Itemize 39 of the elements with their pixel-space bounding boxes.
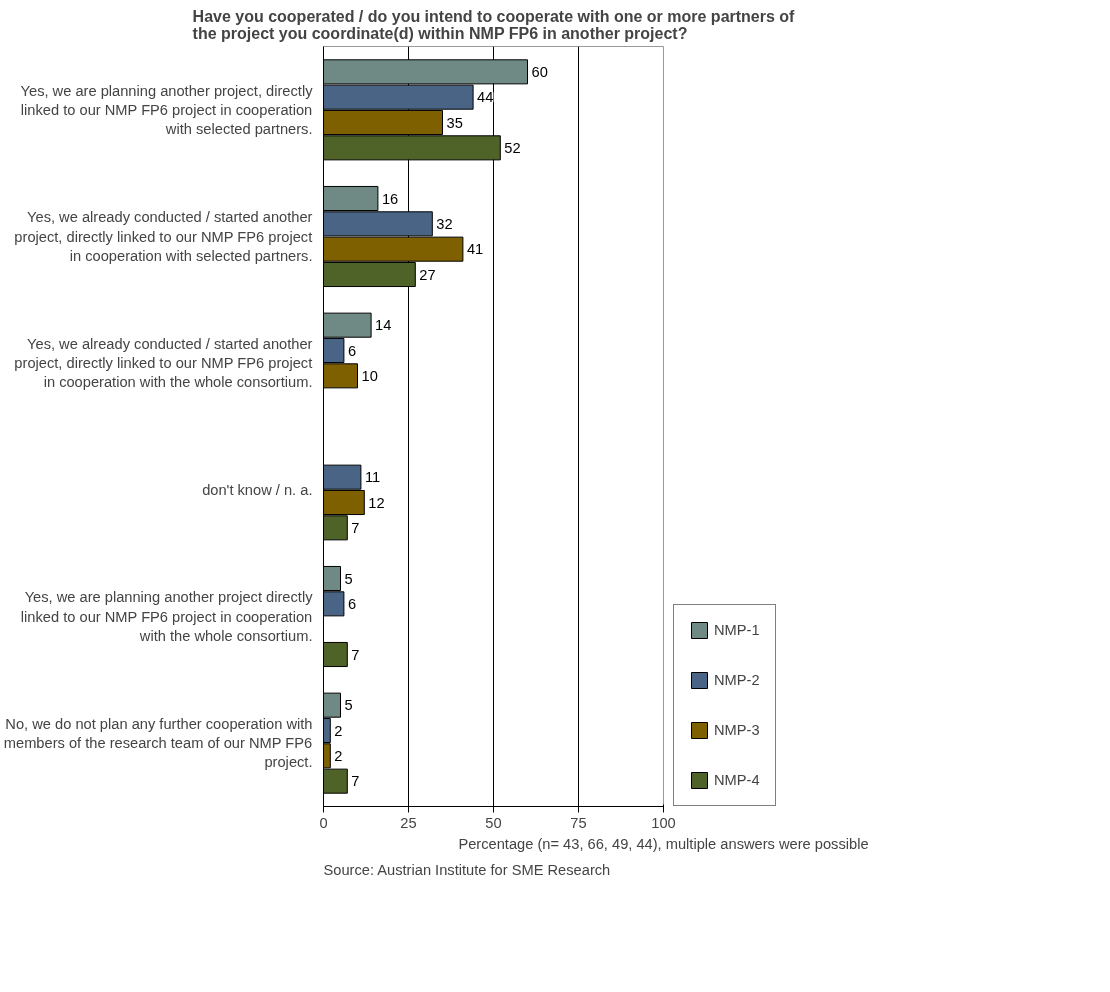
data-label: 12: [368, 494, 385, 511]
legend-label: NMP-3: [714, 722, 760, 738]
x-tick-label: 50: [485, 814, 502, 831]
data-label: 16: [381, 190, 399, 207]
data-label: 41: [466, 241, 484, 258]
y-tick-label: Yes, we already conducted / started another project, directly linked to our NMP FP6 project in cooperation with the whole consortium.: [14, 335, 313, 391]
x-tick-label: 0: [319, 814, 328, 831]
y-tick-label: Yes, we already conducted / started another project, directly linked to our NMP FP6 project in cooperation with selected partners.: [14, 209, 313, 264]
data-label: 2: [334, 722, 343, 739]
source-note: Source: Austrian Institute for SME Research: [323, 861, 611, 878]
data-label: 7: [351, 646, 360, 663]
data-label: 5: [344, 570, 353, 587]
y-tick-label: Yes, we are planning another project directly linked to our NMP FP6 project in cooperation with the whole consortium.: [20, 589, 314, 644]
data-label: 5: [344, 697, 353, 714]
data-label: 35: [446, 114, 463, 131]
legend-label: NMP-2: [714, 672, 760, 688]
chart-title: Have you cooperated / do you intend to cooperate with one or more partners of the project you coordinate(d) within NMP FP6 in another project?: [192, 7, 796, 42]
data-label: 6: [347, 342, 357, 359]
y-tick-label: don't know / n. a.: [202, 481, 313, 498]
legend-label: NMP-4: [714, 772, 760, 788]
y-tick-label: Yes, we are planning another project, directly linked to our NMP FP6 project in cooperation with selected partners.: [20, 82, 314, 138]
data-label: 60: [531, 63, 548, 80]
data-label: 6: [347, 595, 357, 612]
data-label: 14: [375, 317, 392, 334]
data-label: 7: [351, 519, 360, 536]
data-label: 32: [436, 215, 453, 232]
data-label: 2: [334, 747, 343, 764]
data-label: 10: [361, 367, 378, 384]
data-label: 52: [504, 139, 521, 156]
y-tick-label: No, we do not plan any further cooperation with members of the research team of our NMP FP6 project.: [3, 715, 313, 771]
legend-label: NMP-1: [714, 622, 760, 638]
data-label: 11: [364, 469, 381, 486]
x-axis-title: Percentage (n= 43, 66, 49, 44), multiple answers were possible: [458, 835, 869, 852]
x-tick-label: 100: [651, 814, 676, 831]
data-label: 7: [351, 773, 360, 790]
x-tick-label: 25: [400, 814, 417, 831]
data-label: 27: [419, 266, 436, 283]
x-tick-label: 75: [570, 814, 587, 831]
data-label: 44: [477, 89, 494, 106]
